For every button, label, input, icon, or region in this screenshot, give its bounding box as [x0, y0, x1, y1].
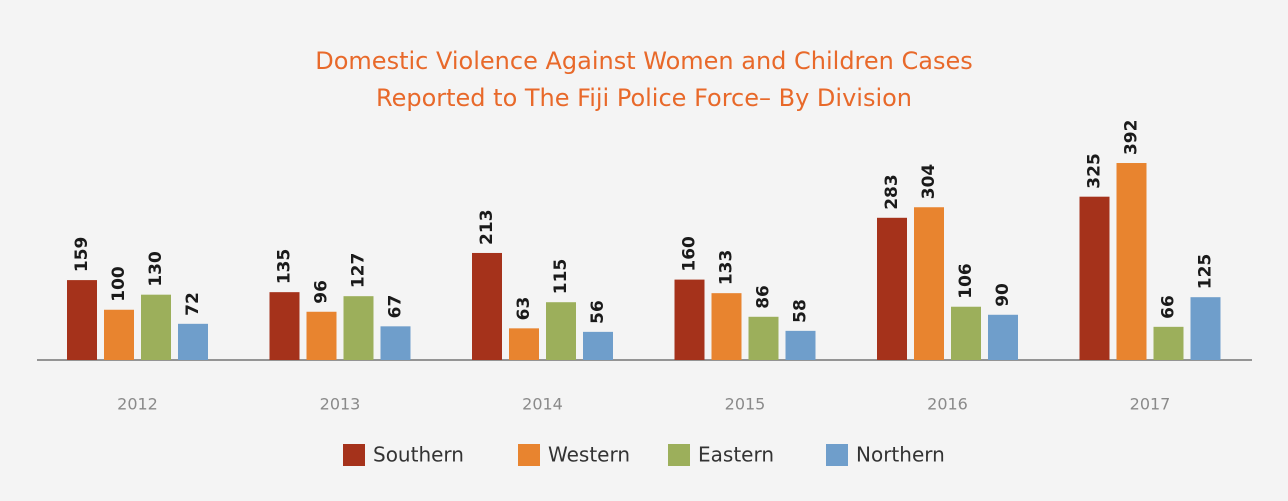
bar	[583, 331, 613, 360]
bar	[141, 294, 171, 360]
legend-swatch	[518, 444, 540, 466]
bar	[306, 311, 337, 360]
data-label: 325	[1085, 153, 1105, 189]
legend-label: Southern	[373, 443, 464, 467]
bar	[67, 280, 97, 360]
data-label: 283	[882, 174, 902, 210]
bar	[1116, 163, 1147, 360]
data-label: 160	[680, 236, 700, 272]
bar	[748, 316, 779, 360]
chart-title: Reported to The Fiji Police Force– By Di…	[376, 84, 912, 112]
bar	[785, 330, 816, 360]
legend-label: Western	[548, 443, 630, 467]
data-label: 100	[109, 266, 129, 302]
data-label: 127	[349, 253, 369, 289]
legend-swatch	[668, 444, 690, 466]
bar	[509, 328, 539, 360]
data-label: 130	[146, 251, 166, 287]
bar	[914, 207, 944, 360]
data-label: 86	[754, 285, 774, 309]
legend-swatch	[826, 444, 848, 466]
data-label: 213	[477, 209, 497, 245]
data-label: 63	[514, 297, 534, 321]
bar	[104, 309, 134, 360]
x-tick-label: 2012	[117, 395, 158, 414]
legend-label: Eastern	[698, 443, 774, 467]
data-label: 58	[791, 299, 811, 323]
legend-swatch	[343, 444, 365, 466]
bar	[343, 296, 374, 360]
bar	[877, 217, 907, 360]
bar	[1153, 326, 1184, 360]
x-tick-label: 2013	[320, 395, 361, 414]
bar	[951, 306, 981, 360]
bar	[269, 292, 300, 360]
bar	[711, 293, 742, 360]
bar	[472, 252, 502, 360]
data-label: 66	[1159, 295, 1179, 319]
x-tick-label: 2017	[1130, 395, 1171, 414]
bar	[380, 326, 411, 360]
data-label: 125	[1196, 254, 1216, 290]
data-label: 392	[1122, 120, 1142, 156]
data-label: 115	[551, 259, 571, 295]
x-tick-label: 2014	[522, 395, 563, 414]
bar	[1079, 196, 1110, 360]
legend-label: Northern	[856, 443, 945, 467]
bar	[546, 302, 576, 360]
x-tick-label: 2015	[725, 395, 766, 414]
bar	[1190, 297, 1221, 360]
bar	[674, 279, 705, 360]
x-tick-label: 2016	[927, 395, 968, 414]
data-label: 133	[717, 250, 737, 286]
data-label: 72	[183, 292, 203, 316]
chart-title: Domestic Violence Against Women and Chil…	[315, 47, 972, 75]
bar	[988, 314, 1018, 360]
data-label: 67	[386, 295, 406, 319]
data-label: 90	[993, 283, 1013, 307]
data-label: 96	[312, 280, 332, 304]
bar	[178, 323, 208, 360]
data-label: 135	[275, 249, 295, 285]
data-label: 159	[72, 237, 92, 273]
data-label: 106	[956, 263, 976, 299]
data-label: 56	[588, 300, 608, 324]
data-label: 304	[919, 164, 939, 200]
